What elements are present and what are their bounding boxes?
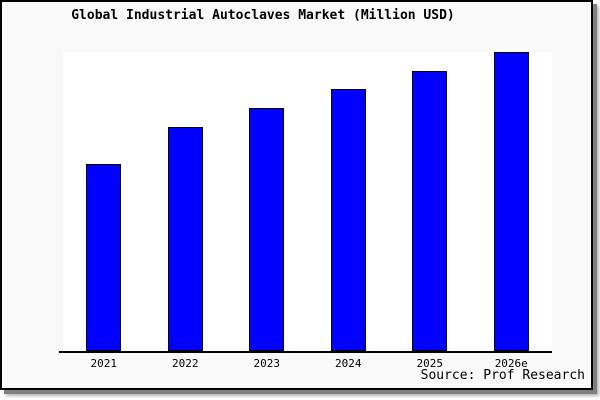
chart-frame: Global Industrial Autoclaves Market (Mil… [0,0,593,390]
x-tick-label-2023: 2023 [253,357,281,370]
x-tick-label-2022: 2022 [172,357,199,370]
source-caption: Source: Prof Research [420,368,585,383]
bar-2023 [249,108,285,351]
x-axis-labels: 2021 2022 2023 2024 2025 2026e [63,357,552,371]
x-axis-line [59,351,552,353]
bar-2026e [493,52,529,351]
bar-2024 [330,89,366,351]
x-tick-label-2025: 2025 [416,357,444,370]
x-tick-label-2021: 2021 [90,357,118,370]
bar-2021 [86,164,122,351]
chart-title: Global Industrial Autoclaves Market (Mil… [71,8,455,23]
x-tick-label-2026e: 2026e [494,357,528,370]
bar-2025 [412,71,448,351]
bar-2022 [167,127,203,351]
x-tick-label-2024: 2024 [335,357,362,370]
plot-area [63,52,552,352]
